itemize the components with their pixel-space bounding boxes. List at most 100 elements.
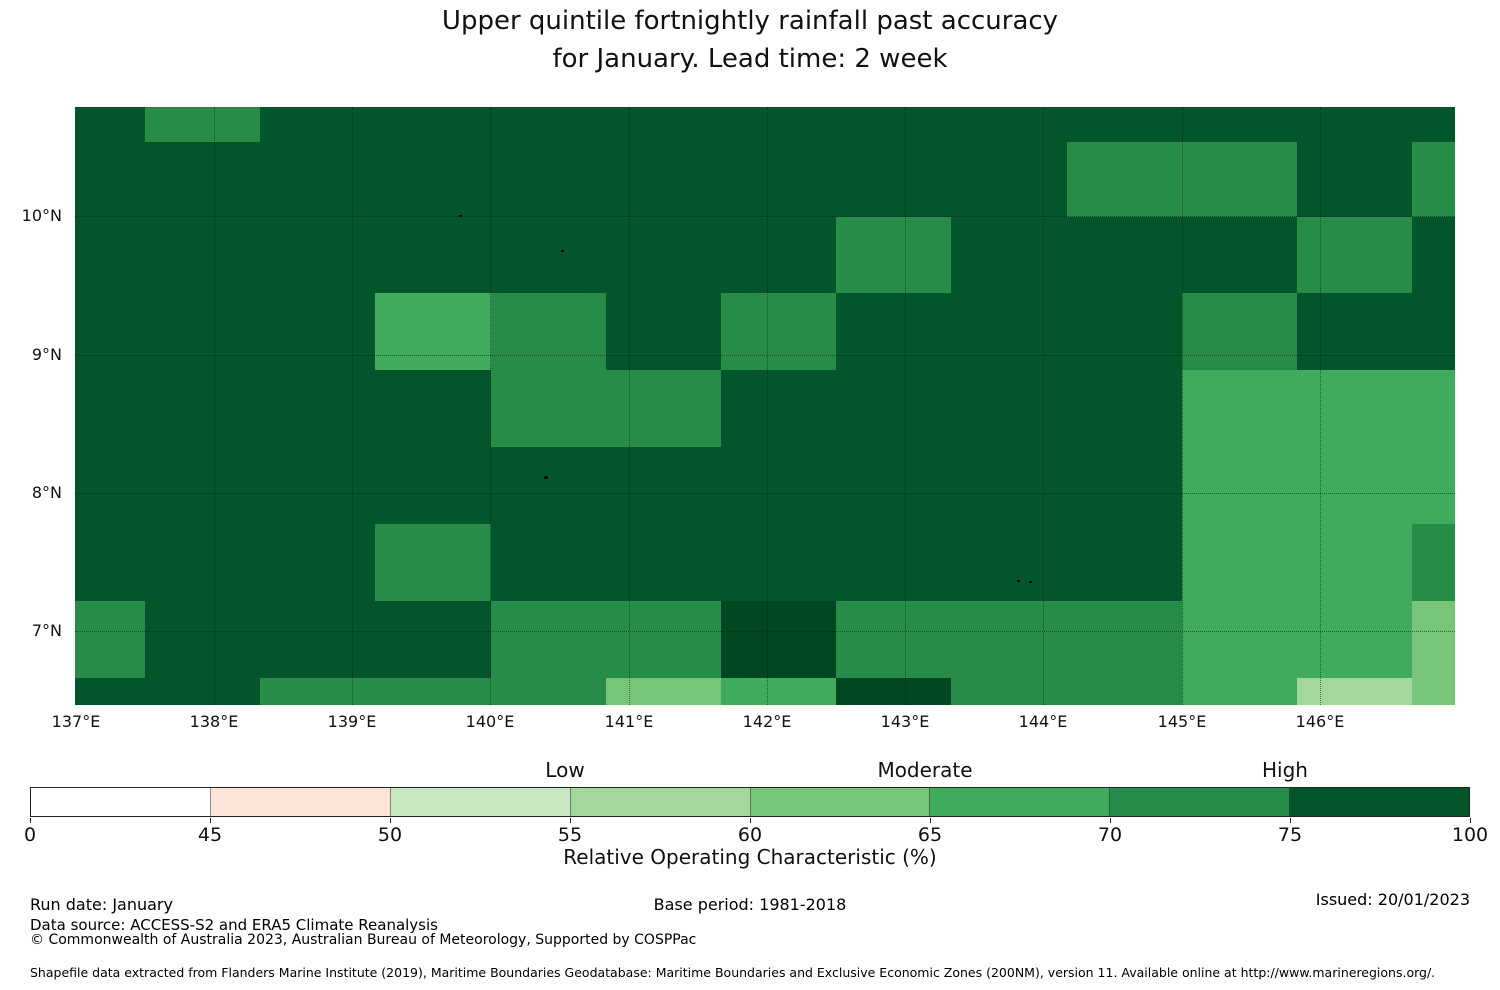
shapefile-attribution-text: Shapefile data extracted from Flanders M… <box>30 965 1436 980</box>
copyright-text: © Commonwealth of Australia 2023, Austra… <box>30 932 697 948</box>
colorbar-tick-label: 45 <box>197 824 223 846</box>
map-cell <box>1182 107 1297 142</box>
colorbar-tick-label: 75 <box>1277 824 1303 846</box>
graticule-longitude-line <box>629 107 630 705</box>
map-cell <box>1067 217 1182 293</box>
map-cell <box>491 107 606 142</box>
map-cell <box>75 293 145 370</box>
map-cell <box>951 601 1067 678</box>
map-cell <box>1297 217 1412 293</box>
map-cell <box>836 142 951 217</box>
map-cell <box>1297 601 1412 678</box>
map-cell <box>1067 107 1182 142</box>
graticule-latitude-line <box>75 493 1455 494</box>
map-cell <box>491 601 606 678</box>
map-cell <box>1412 217 1455 293</box>
colorbar-tick-label: 50 <box>377 824 403 846</box>
map-cell <box>1067 142 1182 217</box>
map-cell <box>1412 370 1455 447</box>
map-cell <box>375 447 491 524</box>
map-cell <box>836 678 951 705</box>
map-cell <box>491 678 606 705</box>
map-cell <box>75 601 145 678</box>
map-cell <box>951 678 1067 705</box>
map-cell <box>836 601 951 678</box>
island-marker-icon <box>1029 581 1032 583</box>
island-marker-icon <box>561 250 564 252</box>
map-cell <box>721 524 836 601</box>
run-date-text: Run date: January <box>30 895 173 914</box>
map-cell <box>1067 678 1182 705</box>
map-cell <box>721 293 836 370</box>
map-cell <box>606 524 721 601</box>
map-cell <box>491 293 606 370</box>
map-cell <box>721 678 836 705</box>
map-cell <box>836 447 951 524</box>
x-axis-tick-label: 146°E <box>1295 712 1345 731</box>
map-cell <box>1182 601 1297 678</box>
colorbar-category-label: Moderate <box>877 758 973 782</box>
map-cell <box>1412 142 1455 217</box>
map-cell <box>1182 524 1297 601</box>
map-cell <box>145 601 260 678</box>
map-cell <box>145 217 260 293</box>
map-cell <box>951 293 1067 370</box>
colorbar-tick-mark <box>210 818 211 823</box>
colorbar-tick-mark <box>1470 818 1471 823</box>
map-cell <box>375 107 491 142</box>
map-cell <box>836 524 951 601</box>
map-cell <box>1297 447 1412 524</box>
map-cell <box>836 107 951 142</box>
colorbar-tick-mark <box>570 818 571 823</box>
colorbar-tick-label: 0 <box>23 824 37 846</box>
map-cell <box>145 678 260 705</box>
map-cell <box>145 293 260 370</box>
x-axis-tick-label: 139°E <box>327 712 377 731</box>
map-cell <box>951 524 1067 601</box>
base-period-text: Base period: 1981-2018 <box>653 895 847 914</box>
map-cell <box>606 217 721 293</box>
map-cell <box>145 447 260 524</box>
map-cell <box>1297 107 1412 142</box>
map-cell <box>1067 447 1182 524</box>
x-axis-tick-label: 140°E <box>465 712 515 731</box>
map-cell <box>260 217 375 293</box>
island-marker-icon <box>544 476 548 479</box>
map-cell <box>375 217 491 293</box>
chart-title: Upper quintile fortnightly rainfall past… <box>0 2 1500 78</box>
x-axis-tick-label: 137°E <box>51 712 101 731</box>
graticule-longitude-line <box>490 107 491 705</box>
map-cell <box>1067 370 1182 447</box>
map-cell <box>75 142 145 217</box>
map-cell <box>721 370 836 447</box>
map-cell <box>260 293 375 370</box>
colorbar-segment <box>570 788 751 816</box>
colorbar-category-label: High <box>1262 758 1308 782</box>
graticule-latitude-line <box>75 631 1455 632</box>
map-cell <box>375 370 491 447</box>
map-cell <box>606 601 721 678</box>
colorbar-segment <box>210 788 391 816</box>
map-cell <box>1412 107 1455 142</box>
colorbar-segment <box>1110 788 1291 816</box>
x-axis-tick-label: 144°E <box>1018 712 1068 731</box>
map-cell <box>1297 524 1412 601</box>
map-cell <box>606 142 721 217</box>
y-axis-tick-label: 10°N <box>21 206 62 225</box>
map-cell <box>1297 370 1412 447</box>
colorbar-tick-label: 70 <box>1097 824 1123 846</box>
map-cell <box>1297 142 1412 217</box>
map-cell <box>491 142 606 217</box>
map-cell <box>1297 678 1412 705</box>
map-cell <box>145 370 260 447</box>
graticule-latitude-line <box>75 355 1455 356</box>
map-cell <box>260 142 375 217</box>
map-cell <box>721 107 836 142</box>
map-cell <box>75 217 145 293</box>
map-cell <box>375 601 491 678</box>
colorbar-axis-label: Relative Operating Characteristic (%) <box>563 845 937 869</box>
x-axis-tick-label: 143°E <box>880 712 930 731</box>
map-cell <box>375 678 491 705</box>
colorbar-segment <box>390 788 571 816</box>
y-axis-tick-label: 8°N <box>31 483 62 502</box>
